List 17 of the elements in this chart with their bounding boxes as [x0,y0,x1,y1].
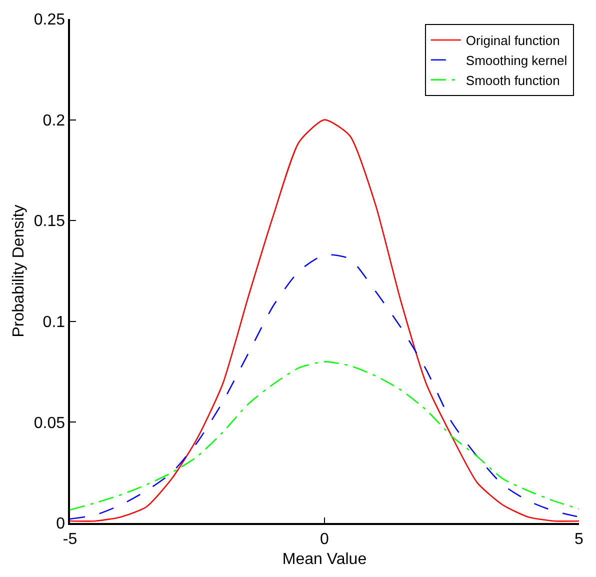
line-series [70,119,579,522]
y-tick-label: 0.25 [34,12,66,29]
x-tick-label: 0 [320,530,330,548]
x-tick-label: -5 [62,530,78,548]
legend-label: Smoothing kernel [466,52,568,68]
legend-label: Original function [466,33,560,48]
y-tick-label: 0.2 [42,112,66,130]
y-tick-label: 0 [56,516,66,533]
y-tick-label: 0.1 [42,314,66,331]
y-axis-title: Probability Density [10,204,28,338]
line-series [70,254,579,520]
x-axis-title: Mean Value [282,551,367,568]
y-tick-label: 0.15 [34,213,66,230]
legend-label: Smooth function [466,72,560,88]
y-tick-label: 0.05 [34,414,66,432]
line-series [70,361,579,511]
x-tick-label: 5 [574,530,584,548]
